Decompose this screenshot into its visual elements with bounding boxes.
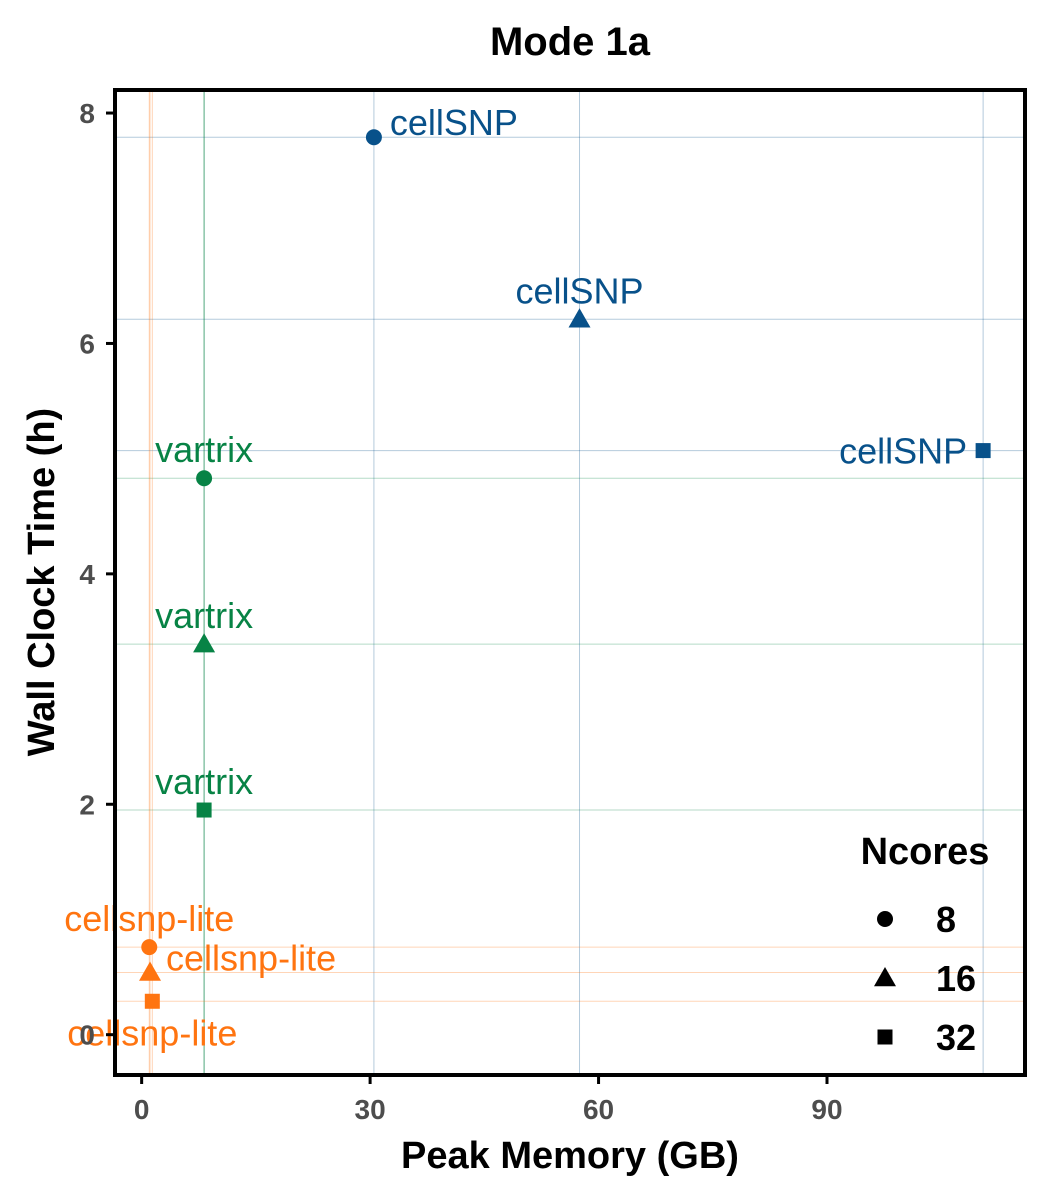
y-tick-label: 4 xyxy=(79,559,95,590)
legend-key xyxy=(874,967,896,987)
point-label: vartrix xyxy=(155,595,253,636)
data-point xyxy=(193,633,216,653)
x-axis-title: Peak Memory (GB) xyxy=(401,1135,739,1177)
x-tick-label: 60 xyxy=(583,1094,614,1125)
y-tick-label: 2 xyxy=(79,789,95,820)
x-tick-label: 30 xyxy=(355,1094,386,1125)
y-tick-label: 8 xyxy=(79,98,95,129)
x-tick-label: 0 xyxy=(134,1094,150,1125)
plot-border xyxy=(113,88,1027,1077)
data-point xyxy=(141,939,158,956)
x-axis: 0 30 60 90 xyxy=(134,1075,843,1125)
point-label: cellsnp-lite xyxy=(67,1012,237,1053)
point-label: vartrix xyxy=(155,761,253,802)
legend-key xyxy=(877,911,893,927)
legend-key xyxy=(877,1029,893,1045)
legend: Ncores 8 16 32 xyxy=(861,831,990,1058)
data-point xyxy=(196,802,212,818)
legend-label: 32 xyxy=(936,1017,976,1058)
gridlines xyxy=(115,90,1025,1075)
data-points xyxy=(139,129,991,1009)
data-point xyxy=(139,961,162,981)
point-label: cellSNP xyxy=(839,431,967,472)
point-label: cellSNP xyxy=(390,102,518,143)
y-tick-label: 6 xyxy=(79,328,95,359)
point-label: cellsnp-lite xyxy=(166,937,336,978)
point-label: vartrix xyxy=(155,429,253,470)
y-axis: 0 2 4 6 8 xyxy=(79,98,115,1051)
data-point xyxy=(196,470,213,487)
data-point xyxy=(975,443,991,459)
legend-label: 8 xyxy=(936,899,956,940)
point-label: cellSNP xyxy=(515,270,643,311)
data-point xyxy=(365,129,382,146)
data-point xyxy=(568,308,591,328)
data-point xyxy=(144,993,160,1009)
data-labels: cellSNP cellSNP cellSNP vartrix vartrix vartr… xyxy=(64,102,967,1053)
y-axis-title: Wall Clock Time (h) xyxy=(21,408,63,756)
y-tick-label: 0 xyxy=(79,1020,95,1051)
point-label: cellsnp-lite xyxy=(64,898,234,939)
chart-title: Mode 1a xyxy=(490,20,651,64)
legend-title: Ncores xyxy=(861,831,990,873)
x-tick-label: 90 xyxy=(811,1094,842,1125)
legend-label: 16 xyxy=(936,958,976,999)
